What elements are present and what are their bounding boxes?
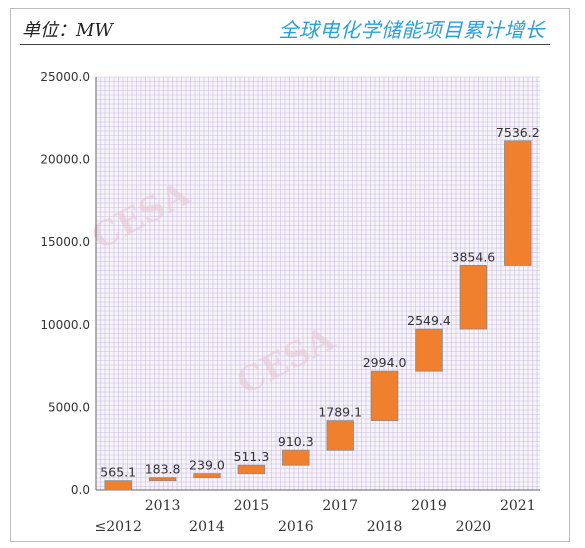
bar [193,473,221,479]
y-tick-label: 25000.0 [40,70,90,84]
bar [370,370,399,422]
data-label: 2994.0 [363,355,407,370]
y-tick-label: 15000.0 [40,235,90,249]
bar [237,464,266,475]
data-label: 2549.4 [407,313,451,328]
bar [326,420,354,451]
data-label: 183.8 [145,462,181,477]
data-label: 511.3 [234,449,270,464]
x-tick-label: 2020 [456,519,492,535]
title-divider [20,44,550,45]
bar [282,449,310,466]
y-tick-label: 20000.0 [40,153,90,167]
x-tick-label: 2018 [367,519,403,535]
bar [459,264,488,330]
x-tick-label: 2017 [322,498,358,514]
bars [104,140,532,491]
x-tick-label: ≤2012 [95,519,142,535]
x-tick-label: 2021 [500,498,536,514]
x-tick-label: 2013 [145,498,181,514]
x-tick-label: 2015 [234,498,270,514]
data-label: 565.1 [100,465,136,480]
y-tick-label: 0.0 [71,483,90,497]
data-label: 7536.2 [496,125,540,140]
data-label: 239.0 [189,458,225,473]
data-label: 910.3 [278,434,314,449]
axes: 0.0 5000.0 10000.0 15000.0 20000.0 25000.0 ≤20… [40,70,540,535]
bar [504,140,532,266]
data-labels: 565.1 183.8 239.0 511.3 910.3 1789.1 2994.0 254… [100,125,539,480]
chart-title: 全球电化学储能项目累计增长 [278,18,545,42]
unit-label: 单位：MW [22,20,113,41]
bar [148,477,177,482]
bar [415,328,443,372]
data-label: 1789.1 [318,405,362,420]
x-tick-label: 2014 [189,519,225,535]
y-tick-label: 10000.0 [40,318,90,332]
y-tick-label: 5000.0 [48,400,90,414]
x-tick-label: 2019 [411,498,447,514]
x-tick-label: 2016 [278,519,314,535]
bar [104,480,132,491]
data-label: 3854.6 [452,249,496,264]
